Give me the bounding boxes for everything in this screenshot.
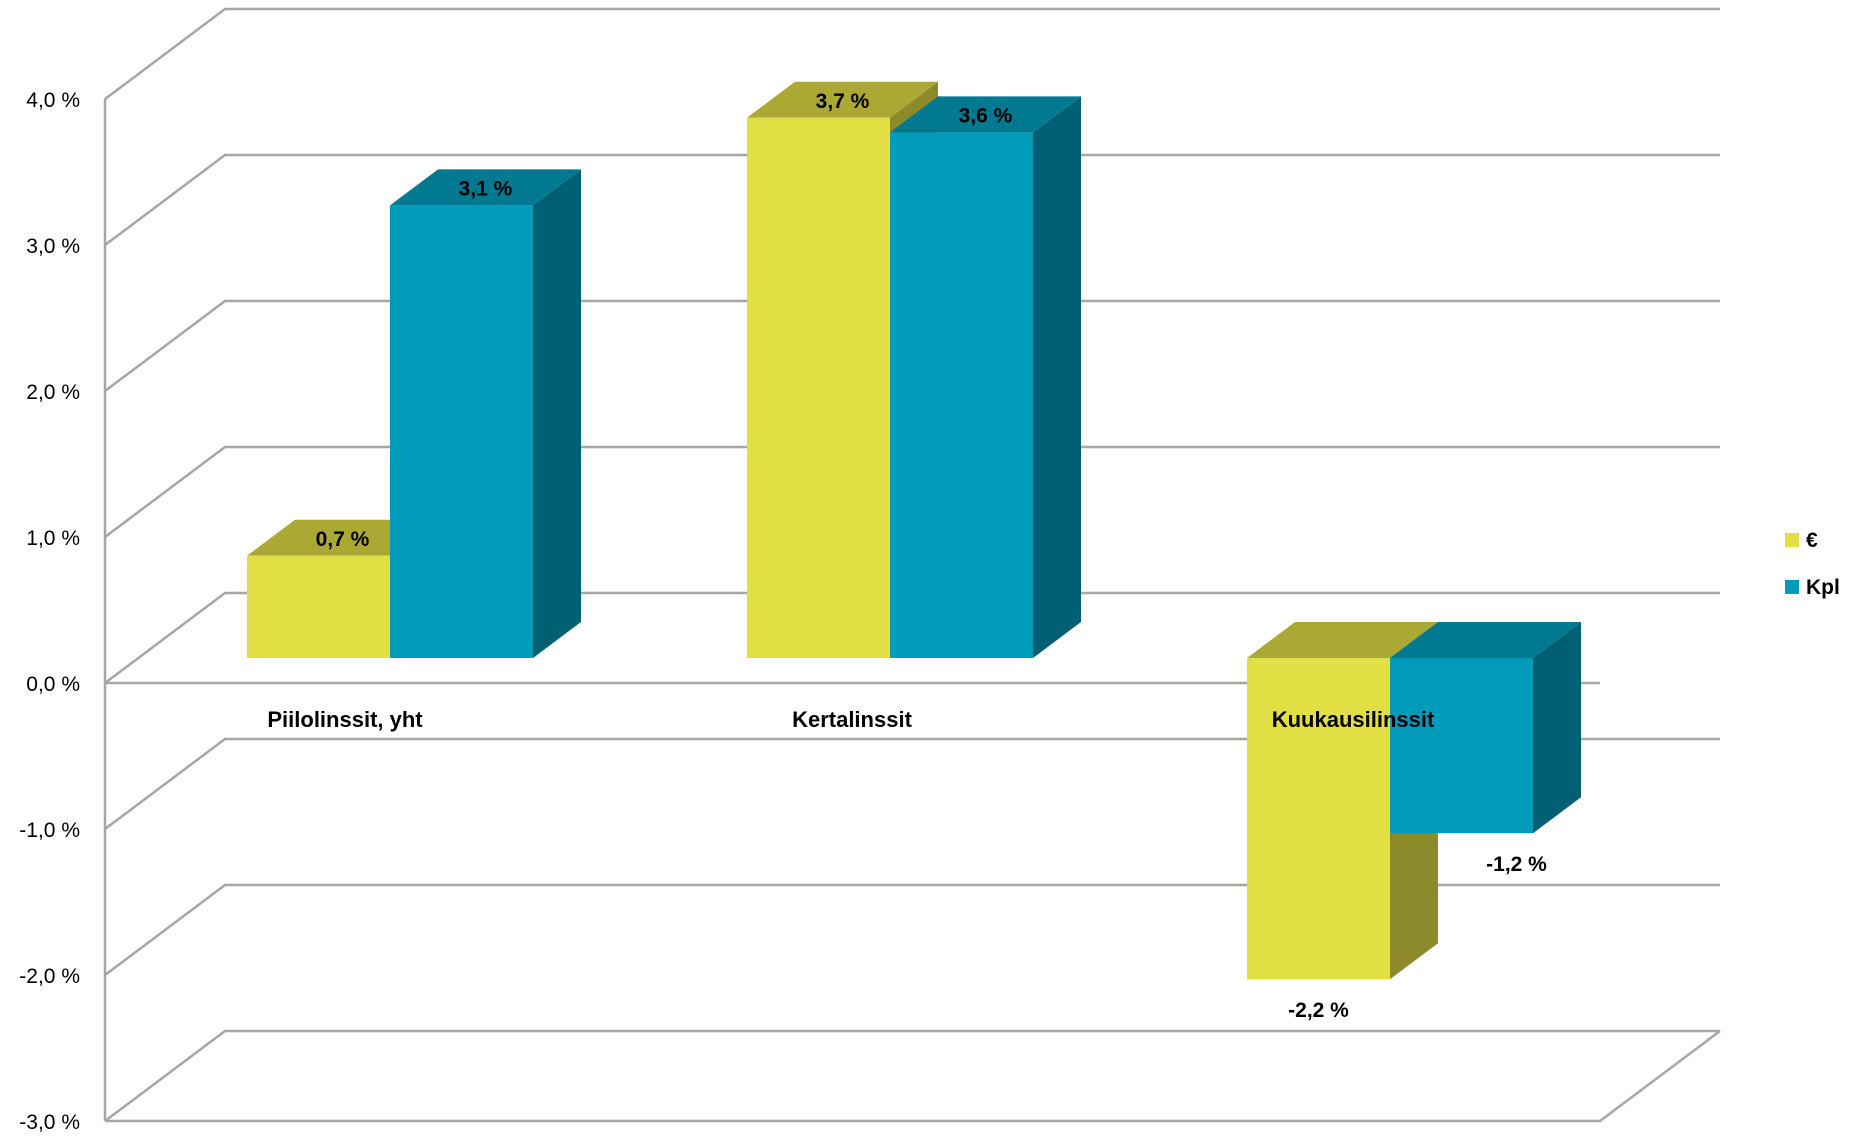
bar-side (1533, 622, 1581, 834)
bar-top (1247, 622, 1438, 658)
y-tick-label: 2,0 % (26, 381, 80, 404)
bar-front (1247, 658, 1390, 980)
bar-kpl-1 (890, 96, 1081, 658)
category-label: Piilolinssit, yht (267, 707, 423, 732)
legend-swatch (1785, 580, 1799, 594)
y-tick-label: -1,0 % (19, 819, 80, 842)
bar-top (747, 81, 938, 118)
legend-label: Kpl (1806, 576, 1840, 599)
gridline (104, 153, 1720, 246)
data-label: 0,7 % (316, 528, 370, 551)
bar-top (390, 169, 581, 206)
y-axis-ticks: 4,0 % 3,0 % 2,0 % 1,0 % 0,0 % -1,0 % -2,0 % -3,… (19, 89, 80, 1134)
data-label: -2,2 % (1288, 999, 1349, 1022)
gridline (104, 7, 1720, 100)
data-labels: 0,7 % 3,7 % -2,2 % 3,1 % 3,6 % -1,2 % (316, 90, 1548, 1022)
data-label: -1,2 % (1486, 853, 1547, 876)
bar-top (890, 96, 1081, 133)
data-label: 3,1 % (459, 177, 513, 200)
legend-label: € (1806, 529, 1818, 552)
category-label: Kuukausilinssit (1272, 707, 1435, 732)
bar-front (1390, 658, 1533, 834)
floor-edge (105, 1030, 1721, 1123)
y-tick-label: 3,0 % (26, 235, 80, 258)
category-label: Kertalinssit (792, 707, 912, 732)
bar-front (890, 132, 1033, 658)
y-tick-label: 1,0 % (26, 527, 80, 550)
bar-front (390, 205, 533, 658)
gridline (104, 299, 1720, 392)
y-tick-label: -2,0 % (19, 965, 80, 988)
bar-side (533, 169, 581, 658)
legend-swatch (1785, 533, 1799, 547)
gridline (104, 883, 1720, 976)
data-label: 3,6 % (959, 104, 1013, 127)
bar-kpl-2 (1390, 622, 1581, 834)
gridline (104, 445, 1720, 538)
category-labels: Piilolinssit, yht Kertalinssit Kuukausilin… (267, 707, 1435, 732)
y-tick-label: 0,0 % (26, 673, 80, 696)
bar-top (1390, 622, 1581, 658)
bar-front (247, 555, 390, 658)
bars-layer (247, 81, 1581, 980)
bar-side (1033, 96, 1081, 658)
y-tick-label: -3,0 % (19, 1111, 80, 1134)
gridline (104, 1029, 1720, 1122)
y-tick-label: 4,0 % (26, 89, 80, 112)
bar-kpl-0 (390, 169, 581, 658)
legend: € Kpl (1785, 529, 1840, 599)
gridline (104, 591, 1720, 684)
gridline (104, 737, 1720, 830)
grid-layer (103, 7, 1721, 1123)
bar-front (747, 117, 890, 659)
data-label: 3,7 % (816, 90, 870, 113)
